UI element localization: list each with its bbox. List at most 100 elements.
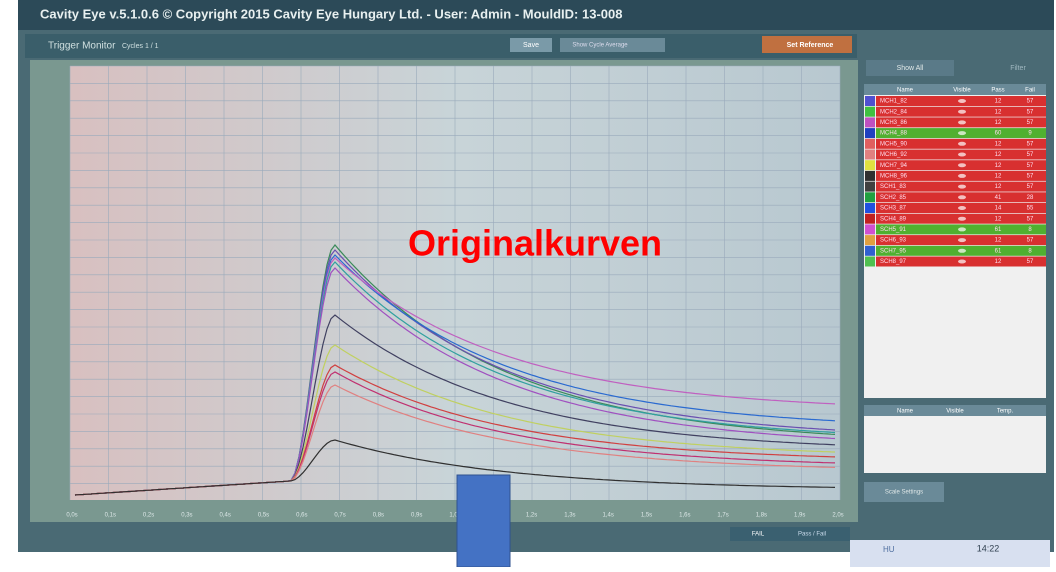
visible-icon (958, 142, 966, 146)
show-all-label: Show All (897, 65, 924, 72)
channel-name: MCH1_82 (880, 99, 908, 105)
pass: 12 (995, 109, 1002, 115)
row-color (865, 139, 875, 149)
filter-label: Filter (1010, 65, 1026, 72)
x-tick-label: 0,3s (181, 513, 192, 519)
row-color (865, 182, 875, 192)
visible-icon (958, 110, 966, 114)
column-header: Name (897, 88, 914, 94)
visible-icon (958, 163, 966, 167)
pass: 61 (995, 227, 1002, 233)
column-header: Pass (991, 88, 1004, 94)
save-label: Save (523, 42, 539, 49)
x-tick-label: 1,3s (564, 513, 575, 519)
channel-name: SCH7_95 (880, 248, 907, 254)
x-tick-label: 0,8s (373, 513, 384, 519)
x-axis: 0,0s0,1s0,2s0,3s0,4s0,5s0,6s0,7s0,8s0,9s… (66, 513, 843, 519)
fail: 57 (1027, 120, 1034, 126)
channel-name: SCH2_85 (880, 195, 907, 201)
status-bar (730, 527, 850, 541)
visible-icon (958, 153, 966, 157)
channel-name: MCH8_96 (880, 173, 908, 179)
x-tick-label: 0,4s (220, 513, 231, 519)
screenshot: Cavity Eye v.5.1.0.6 © Copyright 2015 Ca… (0, 0, 1056, 567)
row-color (865, 96, 875, 106)
channel-name: SCH5_91 (880, 227, 907, 233)
row-color (865, 224, 875, 234)
visible-icon (958, 185, 966, 189)
fail: 57 (1027, 173, 1034, 179)
fail: 57 (1027, 141, 1034, 147)
column-header: Visible (946, 409, 964, 415)
average-label: Show Cycle Average (572, 43, 628, 49)
pass: 41 (995, 195, 1002, 201)
row-color (865, 107, 875, 117)
column-header: Name (897, 409, 914, 415)
channel-name: MCH4_88 (880, 131, 908, 137)
row-color (865, 203, 875, 213)
column-header: Visible (953, 88, 971, 94)
fail: 57 (1027, 238, 1034, 244)
pass: 12 (995, 173, 1002, 179)
channel-name: SCH3_87 (880, 206, 907, 212)
x-tick-label: 1,2s (526, 513, 537, 519)
x-tick-label: 1,7s (717, 513, 728, 519)
pass: 12 (995, 152, 1002, 158)
pass: 12 (995, 184, 1002, 190)
row-color (865, 214, 875, 224)
visible-icon (958, 206, 966, 210)
channel-name: MCH3_86 (880, 120, 908, 126)
x-tick-label: 1,9s (794, 513, 805, 519)
window-title: Cavity Eye v.5.1.0.6 © Copyright 2015 Ca… (40, 6, 622, 21)
panel-title: Trigger Monitor (48, 41, 116, 52)
lang: HU (883, 545, 895, 554)
fail: 55 (1027, 206, 1034, 212)
x-tick-label: 1,4s (603, 513, 614, 519)
fail: 57 (1027, 163, 1034, 169)
overlay-label: Originalkurven (408, 223, 662, 264)
fail: 57 (1027, 216, 1034, 222)
row-color (865, 235, 875, 245)
blue-marker (457, 475, 510, 567)
channel-rows: Name Visible Pass Fail MCH1_82 12 57 MCH2_84 12 5… (864, 84, 1046, 267)
channel-name: MCH5_90 (880, 141, 908, 147)
pass: 12 (995, 259, 1002, 265)
channel-name: SCH4_89 (880, 216, 907, 222)
visible-icon (958, 174, 966, 178)
visible-icon (958, 217, 966, 221)
x-tick-label: 0,7s (334, 513, 345, 519)
x-tick-label: 2,0s (832, 513, 843, 519)
fail: 57 (1027, 259, 1034, 265)
pass: 12 (995, 238, 1002, 244)
fail: 57 (1027, 152, 1034, 158)
x-tick-label: 1,6s (679, 513, 690, 519)
pass: 61 (995, 248, 1002, 254)
fail: 28 (1027, 195, 1034, 201)
column-header: Temp. (997, 409, 1014, 415)
pass: 12 (995, 163, 1002, 169)
pass: 12 (995, 216, 1002, 222)
visible-icon (958, 120, 966, 124)
visible-icon (958, 227, 966, 231)
row-color (865, 246, 875, 256)
x-tick-label: 1,8s (756, 513, 767, 519)
row-color (865, 128, 875, 138)
row-color (865, 160, 875, 170)
x-tick-label: 0,1s (105, 513, 116, 519)
channel-name: SCH1_83 (880, 184, 907, 190)
fail: 57 (1027, 99, 1034, 105)
row-color (865, 150, 875, 160)
visible-icon (958, 99, 966, 103)
row-color (865, 171, 875, 181)
visible-icon (958, 249, 966, 253)
column-header: Fail (1025, 88, 1035, 94)
channel-name: MCH6_92 (880, 152, 908, 158)
channel-name: SCH6_93 (880, 238, 907, 244)
x-tick-label: 0,0s (66, 513, 77, 519)
channel-name: SCH8_97 (880, 259, 907, 265)
reference-label: Set Reference (787, 42, 834, 49)
row-color (865, 192, 875, 202)
channel-name: MCH7_94 (880, 163, 908, 169)
pass: 12 (995, 99, 1002, 105)
channel-name: MCH2_84 (880, 109, 908, 115)
